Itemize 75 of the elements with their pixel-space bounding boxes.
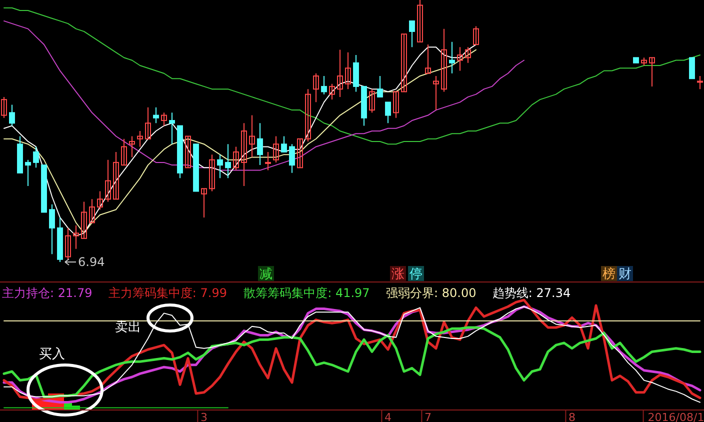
candlestick xyxy=(697,75,703,90)
x-tick-label: 8 xyxy=(568,411,576,422)
candlestick xyxy=(73,224,79,250)
candlestick xyxy=(241,122,247,187)
text: 涨 xyxy=(392,267,404,282)
candlestick xyxy=(409,20,415,48)
candlestick xyxy=(385,102,391,124)
candlestick xyxy=(305,88,311,142)
candlestick xyxy=(401,34,407,92)
text: 停 xyxy=(410,267,422,282)
candlestick xyxy=(113,151,119,200)
text: 减 xyxy=(260,267,272,282)
candlestick xyxy=(65,227,71,260)
x-tick-label: 2016/08/1 xyxy=(648,411,704,422)
text: 财 xyxy=(618,267,632,282)
candlestick xyxy=(649,57,655,87)
candlestick xyxy=(449,41,455,74)
candlestick xyxy=(1,96,7,118)
candlestick xyxy=(49,204,55,255)
candlestick xyxy=(329,83,335,100)
candlestick xyxy=(81,201,87,239)
candlestick xyxy=(321,75,327,95)
candlestick xyxy=(393,91,399,118)
text: 主力持仓: 21.79 xyxy=(2,286,92,300)
candlestick xyxy=(97,190,103,210)
candlestick xyxy=(369,88,375,114)
candlestick xyxy=(377,75,383,98)
candlestick xyxy=(105,159,111,202)
candlestick xyxy=(185,136,191,168)
candlestick xyxy=(161,112,167,126)
candlestick xyxy=(337,49,343,98)
annotation: 卖出 xyxy=(115,320,141,335)
series-label: 强弱分界: 80.00 xyxy=(386,286,476,300)
candlestick xyxy=(689,57,695,80)
x-tick-label: 4 xyxy=(384,411,392,422)
candlestick xyxy=(289,144,295,174)
candlestick xyxy=(257,122,263,166)
candlestick xyxy=(25,159,31,187)
candlestick xyxy=(425,44,431,74)
candlestick xyxy=(433,75,439,111)
candlestick xyxy=(137,130,143,148)
candlestick xyxy=(417,0,423,42)
candlestick xyxy=(281,136,287,152)
annotation: 6.94 xyxy=(78,255,105,269)
candlestick xyxy=(225,144,231,179)
text: 散筹筹码集中度: 41.97 xyxy=(244,286,370,300)
candlestick xyxy=(33,146,39,168)
text: 主力筹码集中度: 7.99 xyxy=(108,286,227,300)
candlestick xyxy=(121,138,127,166)
candlestick xyxy=(201,188,207,218)
text: 榜 xyxy=(602,267,616,282)
candlestick xyxy=(345,52,351,90)
x-tick-label: 3 xyxy=(200,411,208,422)
candlestick xyxy=(9,104,15,126)
candlestick xyxy=(313,72,319,103)
candlestick xyxy=(265,151,271,171)
candlestick xyxy=(153,106,159,124)
series-label: 趋势线: 27.34 xyxy=(492,286,571,300)
candlestick xyxy=(473,26,479,46)
candlestick xyxy=(233,146,239,171)
candlestick xyxy=(249,114,255,158)
annotation: 买入 xyxy=(39,347,65,362)
candlestick xyxy=(457,46,463,72)
candlestick xyxy=(217,154,223,179)
candlestick xyxy=(209,154,215,192)
candlestick xyxy=(169,112,175,145)
candlestick xyxy=(297,138,303,168)
candlestick xyxy=(89,198,95,224)
candlestick xyxy=(441,28,447,92)
candlestick xyxy=(273,136,279,163)
candlestick xyxy=(465,46,471,64)
candlestick xyxy=(145,106,151,140)
candlestick xyxy=(129,136,135,158)
x-tick-label: 7 xyxy=(424,411,432,422)
candlestick xyxy=(353,54,359,92)
